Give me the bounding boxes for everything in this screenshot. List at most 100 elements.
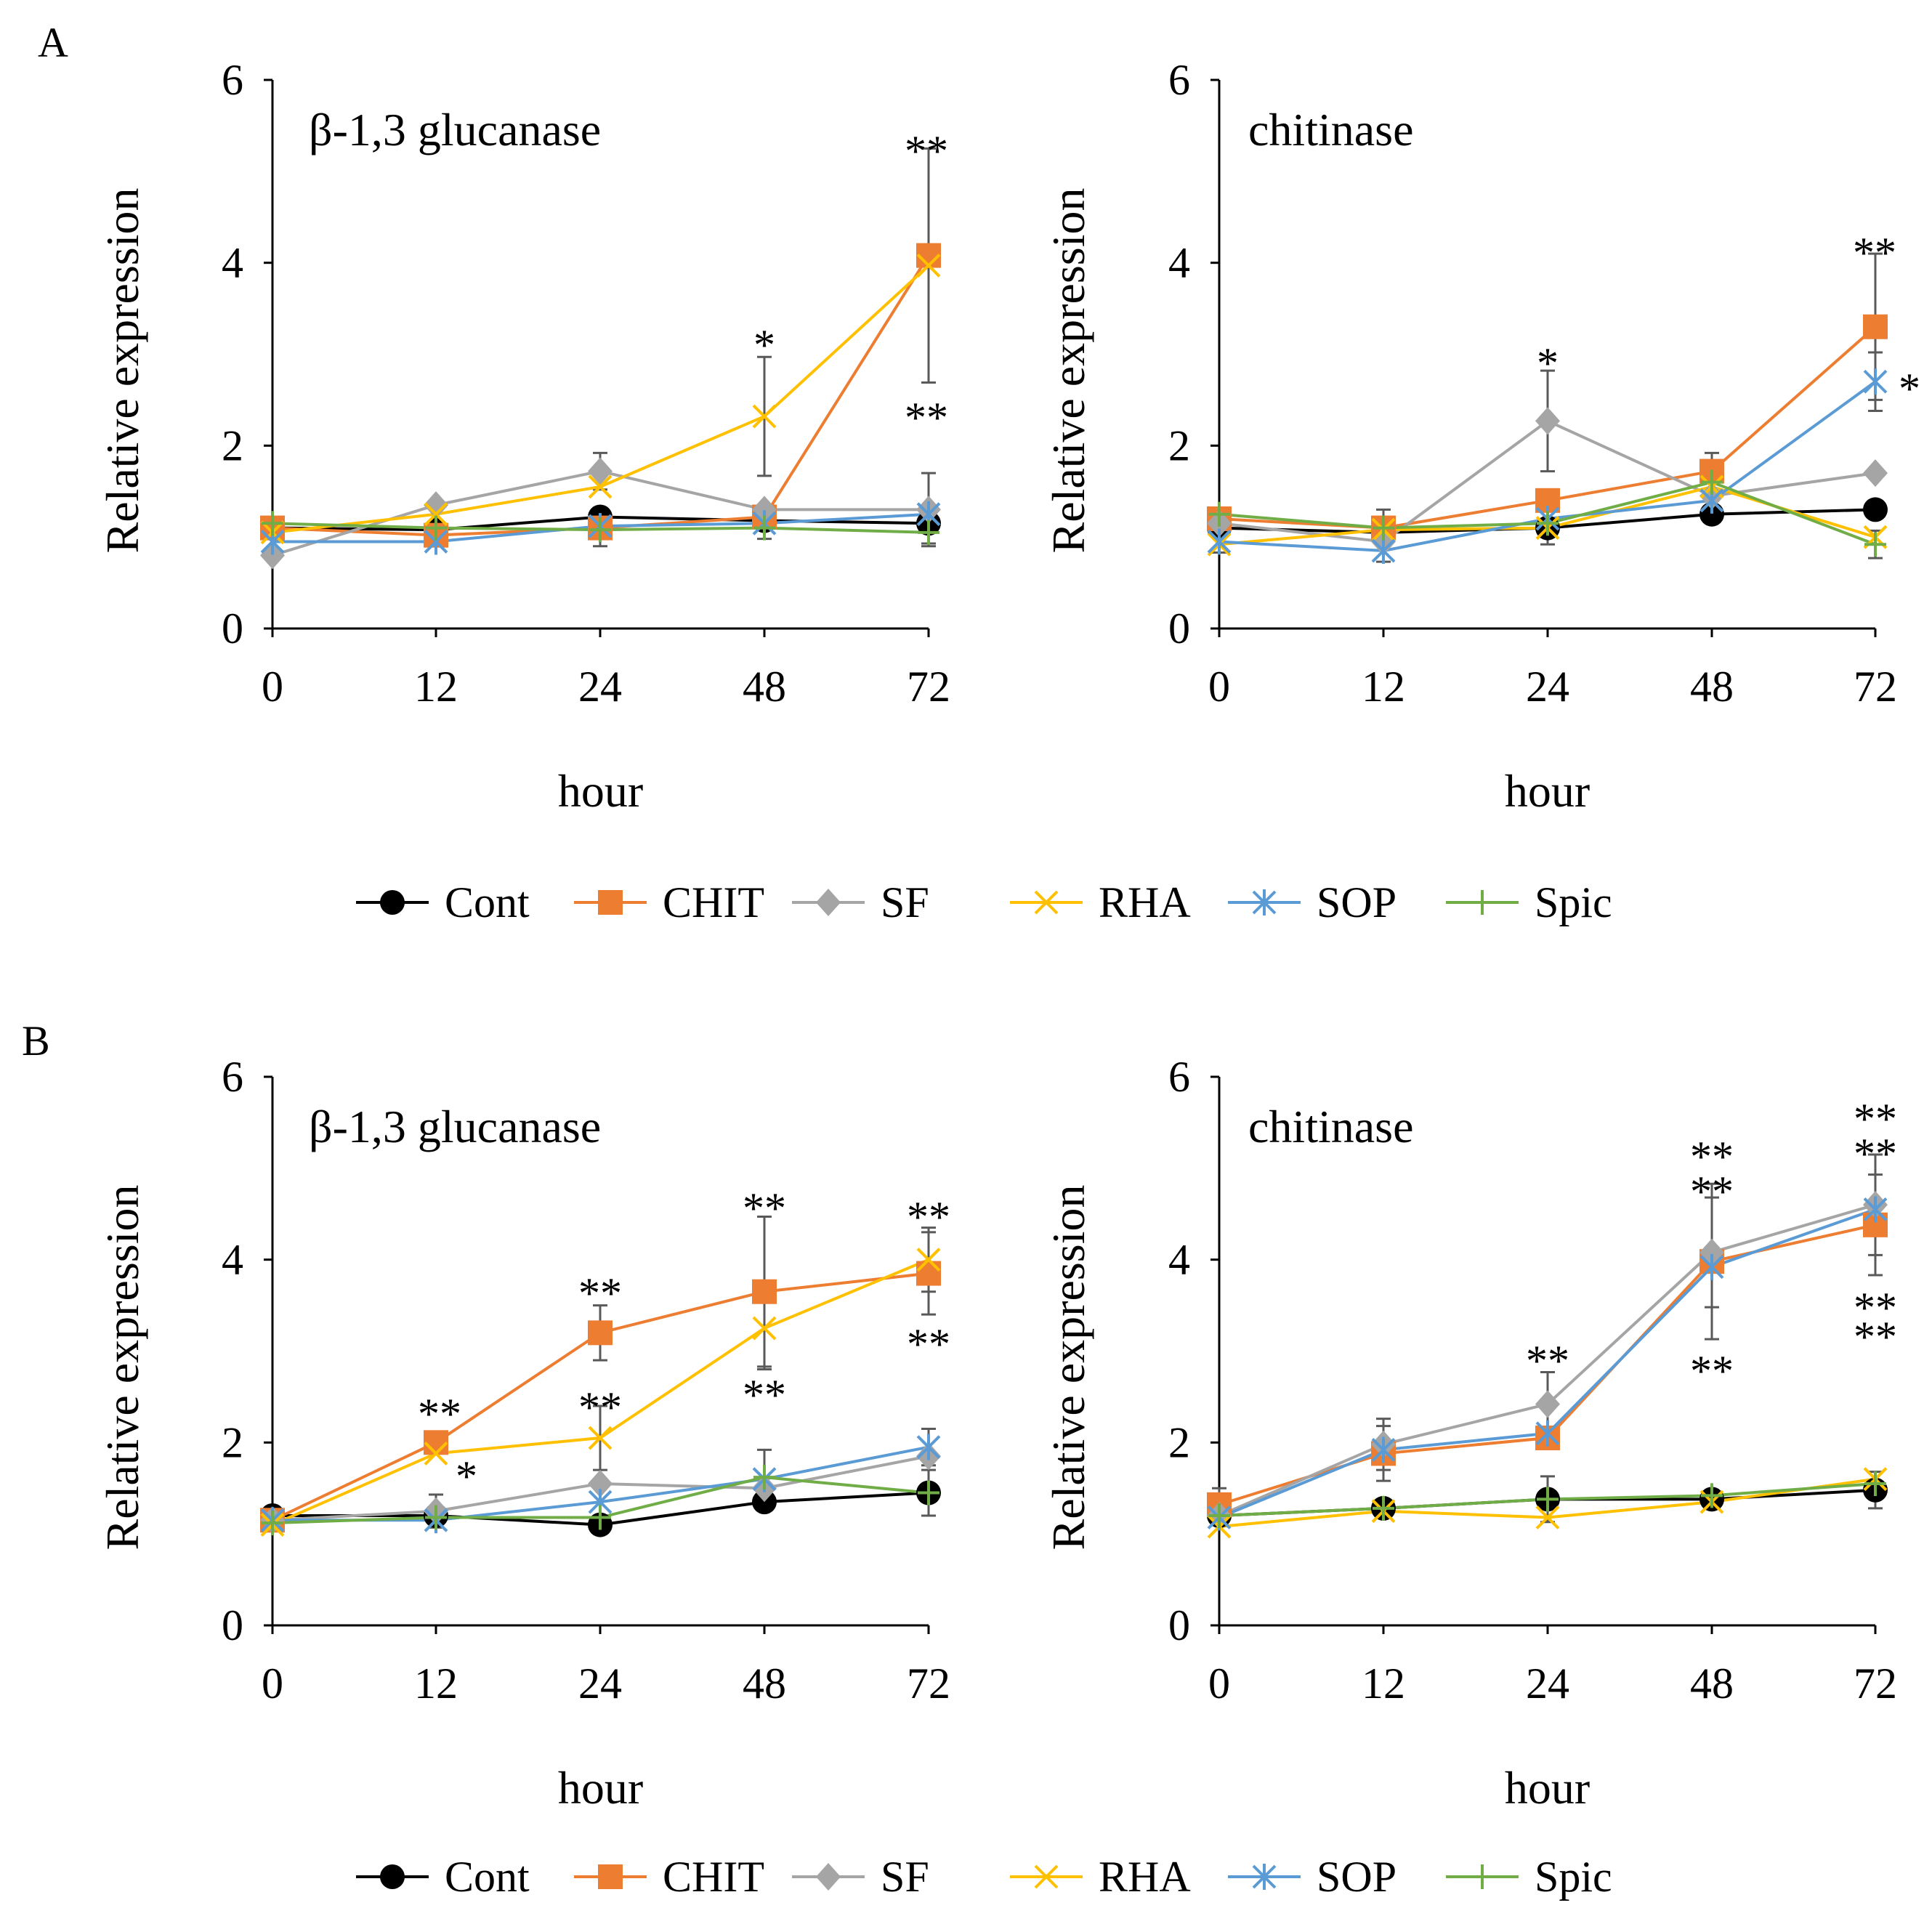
data-point-spic — [589, 517, 611, 543]
x-tick-label: 72 — [1854, 1660, 1897, 1707]
data-point-spic — [425, 1505, 447, 1530]
significance-annotation: ** — [1526, 1337, 1569, 1385]
data-point-sop — [1535, 1420, 1560, 1447]
data-point-chit — [916, 1261, 941, 1286]
legend-marker-sf — [816, 1863, 841, 1891]
data-point-spic — [1373, 1495, 1394, 1521]
data-point-spic — [425, 515, 447, 541]
significance-annotation: ** — [1854, 1095, 1897, 1143]
x-tick-label: 0 — [1208, 1660, 1230, 1707]
data-point-sf — [588, 457, 613, 485]
legend-label-rha: RHA — [1099, 1853, 1191, 1901]
data-point-spic — [589, 1505, 611, 1530]
x-tick-label: 24 — [1526, 663, 1569, 711]
data-point-sop — [916, 1434, 941, 1460]
significance-annotation: * — [1899, 365, 1920, 413]
y-tick-label: 2 — [1168, 421, 1190, 469]
legend-b: Cont CHIT SF RHA SOP Spic — [356, 1853, 1612, 1901]
legend-label-spic: Spic — [1535, 878, 1612, 926]
x-tick-label: 48 — [743, 663, 786, 711]
y-tick-label: 4 — [222, 1236, 243, 1284]
data-point-rha — [752, 1316, 777, 1341]
chart-title: β-1,3 glucanase — [309, 104, 601, 155]
significance-annotation: ** — [1854, 1130, 1897, 1178]
data-point-rha — [916, 1248, 941, 1272]
legend-label-sf: SF — [881, 878, 929, 926]
x-tick-label: 72 — [907, 1660, 950, 1707]
series-line-chit — [272, 254, 930, 537]
data-point-spic — [1864, 532, 1886, 557]
legend-marker-rha — [1034, 890, 1059, 915]
legend-marker-cont — [380, 1864, 405, 1889]
x-tick-label: 24 — [578, 1660, 622, 1707]
data-point-chit — [1863, 314, 1888, 339]
data-point-rha — [752, 404, 777, 429]
y-axis-label: Relative expression — [1043, 188, 1094, 554]
data-point-rha — [916, 254, 941, 278]
panel-label-a: A — [38, 19, 68, 66]
legend-marker-cont — [380, 890, 405, 915]
x-tick-label: 24 — [578, 663, 622, 711]
y-tick-label: 6 — [1168, 56, 1190, 104]
legend-label-chit: CHIT — [663, 878, 764, 926]
chart-title: chitinase — [1248, 104, 1413, 155]
data-point-spic — [918, 520, 939, 545]
data-point-rha — [588, 474, 613, 499]
y-tick-label: 0 — [1168, 1601, 1190, 1649]
data-point-spic — [753, 515, 775, 541]
data-point-spic — [1537, 1487, 1559, 1512]
y-tick-label: 4 — [1168, 239, 1190, 287]
chart-title: β-1,3 glucanase — [309, 1101, 601, 1152]
significance-annotation: ** — [1690, 1133, 1734, 1181]
legend-marker-spic — [1471, 1864, 1493, 1889]
y-tick-label: 0 — [1168, 605, 1190, 652]
significance-annotation: ** — [743, 1184, 786, 1232]
significance-annotation: ** — [1690, 1347, 1734, 1395]
data-point-sf — [1535, 407, 1560, 435]
x-tick-label: 0 — [1208, 663, 1230, 711]
y-tick-label: 6 — [222, 1053, 243, 1101]
x-tick-label: 0 — [262, 1660, 283, 1707]
legend-marker-sop — [1252, 889, 1277, 915]
data-point-spic — [262, 1511, 283, 1536]
legend-label-sop: SOP — [1317, 878, 1397, 926]
x-tick-label: 12 — [414, 663, 458, 711]
x-tick-label: 12 — [414, 1660, 458, 1707]
data-point-spic — [262, 511, 283, 536]
legend-marker-rha — [1034, 1864, 1059, 1889]
x-tick-label: 48 — [743, 1660, 786, 1707]
y-tick-label: 6 — [1168, 1053, 1190, 1101]
significance-annotation: ** — [578, 1269, 622, 1317]
x-axis-label: hour — [1505, 765, 1590, 817]
series-line-rha — [272, 264, 930, 534]
y-tick-label: 4 — [222, 239, 243, 287]
data-point-spic — [1701, 1483, 1723, 1508]
data-point-sop — [1371, 538, 1396, 565]
legend-marker-chit — [598, 890, 623, 915]
y-tick-label: 0 — [222, 1601, 243, 1649]
data-point-rha — [588, 1426, 613, 1450]
legend-label-cont: Cont — [445, 1853, 530, 1901]
data-point-rha — [424, 1442, 448, 1466]
significance-annotation: ** — [1854, 1284, 1897, 1332]
data-point-sop — [1863, 1196, 1888, 1223]
data-point-spic — [1208, 501, 1230, 527]
x-tick-label: 12 — [1362, 663, 1405, 711]
significance-annotation: ** — [905, 394, 948, 442]
x-axis-label: hour — [558, 765, 643, 817]
significance-annotation: ** — [907, 1320, 950, 1368]
significance-annotation: ** — [743, 1371, 786, 1419]
legend-label-cont: Cont — [445, 878, 530, 926]
data-point-spic — [1701, 469, 1723, 495]
x-tick-label: 48 — [1690, 1660, 1734, 1707]
data-point-sf — [424, 491, 448, 520]
legend-label-sop: SOP — [1317, 1853, 1397, 1901]
y-axis-label: Relative expression — [97, 1185, 148, 1551]
x-tick-label: 72 — [1854, 663, 1897, 711]
data-point-spic — [1537, 511, 1559, 536]
significance-annotation: ** — [1690, 1168, 1734, 1216]
significance-annotation: * — [1537, 339, 1559, 387]
x-tick-label: 0 — [262, 663, 283, 711]
